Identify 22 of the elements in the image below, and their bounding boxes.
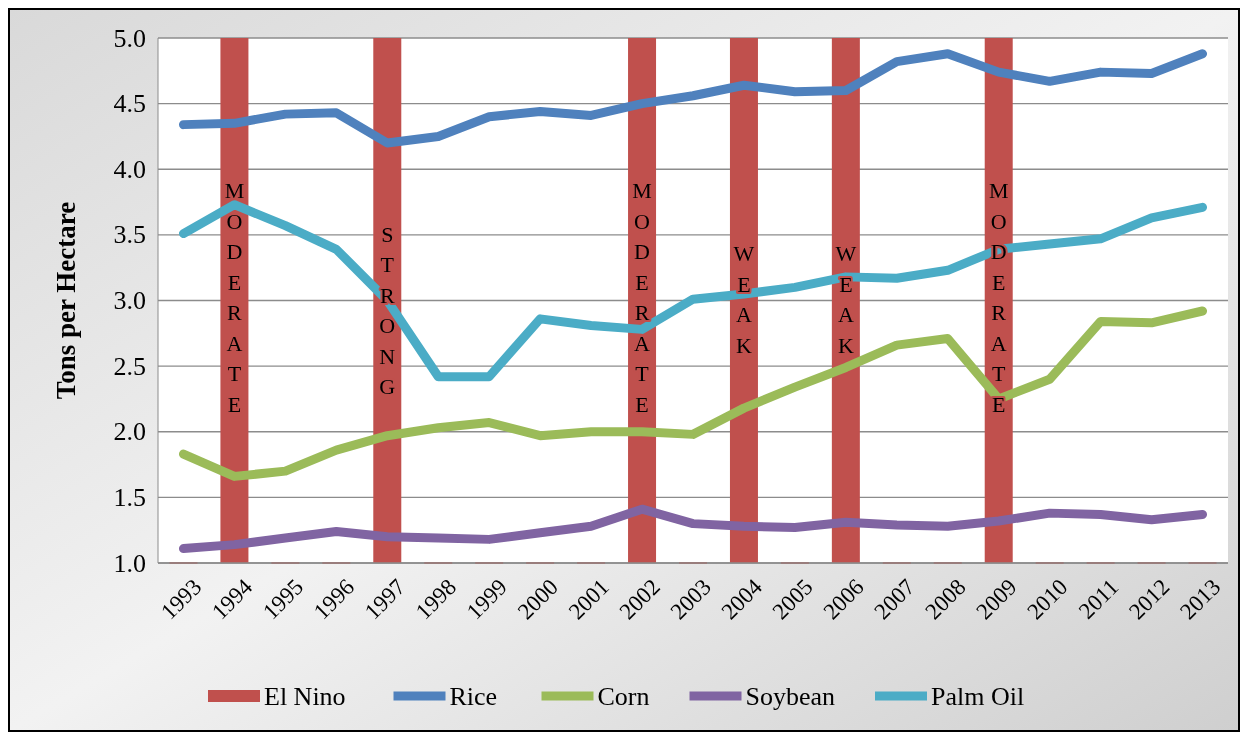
y-tick-label: 5.0 xyxy=(113,23,146,53)
legend-label: Palm Oil xyxy=(931,681,1025,711)
x-tick-label: 2011 xyxy=(1073,574,1124,624)
x-tick-label: 2001 xyxy=(563,574,614,625)
y-tick-label: 3.0 xyxy=(113,286,146,315)
y-tick-label: 2.5 xyxy=(113,351,146,381)
annotation: MODERATE xyxy=(632,178,652,417)
y-tick-label: 4.5 xyxy=(113,89,146,119)
y-axis-title: Tons per Hectare xyxy=(51,201,81,400)
legend-label: Rice xyxy=(449,681,498,711)
y-tick-label: 1.5 xyxy=(113,482,146,512)
x-tick-label: 1993 xyxy=(156,574,207,625)
x-tick-label: 1999 xyxy=(461,574,513,625)
legend-label: Soybean xyxy=(745,681,836,711)
y-tick-label: 1.0 xyxy=(113,548,146,578)
legend-label: Corn xyxy=(597,681,650,711)
y-tick-label: 4.0 xyxy=(113,154,146,184)
y-tick-label: 3.5 xyxy=(113,220,146,250)
legend-label: El Nino xyxy=(264,681,346,711)
annotation: MODERATE xyxy=(224,178,245,417)
y-tick-label: 2.0 xyxy=(113,417,146,447)
x-tick-label: 1998 xyxy=(410,574,462,625)
